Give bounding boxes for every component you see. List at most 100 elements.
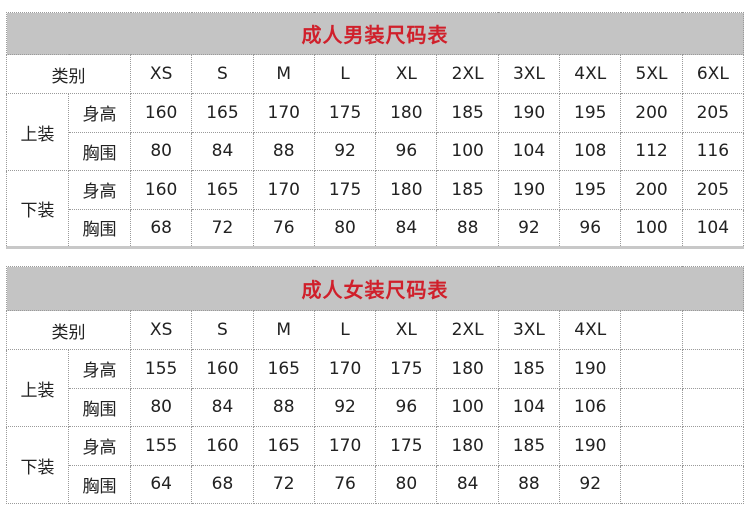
- size-value: 180: [375, 93, 438, 133]
- table-row: 胸围 80 84 88 92 96 100 104 106: [7, 387, 745, 427]
- size-value: 88: [252, 387, 315, 427]
- size-header: 5XL: [620, 54, 683, 94]
- garment-group-label: 上装: [6, 349, 69, 427]
- size-value: 84: [191, 387, 254, 427]
- garment-group-label: 下装: [6, 426, 69, 504]
- table-row: 上装 身高 155 160 165 170 175 180 185 190: [6, 349, 745, 427]
- size-value: 160: [129, 93, 193, 133]
- size-value: 205: [681, 93, 745, 133]
- size-value: 92: [559, 464, 622, 504]
- table-row: 胸围 80 84 88 92 96 100 104 108 112 116: [7, 131, 745, 171]
- size-header: [620, 310, 683, 350]
- size-value: 106: [559, 387, 622, 427]
- size-value: 195: [559, 93, 622, 133]
- size-header: 2XL: [436, 310, 499, 350]
- category-header: 类别: [6, 54, 131, 94]
- size-header: S: [191, 54, 254, 94]
- size-header: M: [252, 310, 315, 350]
- size-value: 170: [313, 426, 377, 466]
- table-row: 上装 身高 160 165 170 175 180 185 190 195 200 205: [6, 93, 745, 171]
- size-header: S: [191, 310, 254, 350]
- size-value: [620, 464, 683, 504]
- size-value: 80: [129, 387, 193, 427]
- size-value: 84: [191, 131, 254, 171]
- size-header: 6XL: [681, 54, 745, 94]
- size-value: 96: [559, 208, 622, 248]
- size-header: XL: [375, 310, 438, 350]
- size-value: 68: [191, 464, 254, 504]
- size-value: 165: [191, 170, 254, 210]
- size-value: 185: [436, 93, 499, 133]
- size-value: 200: [620, 170, 683, 210]
- measure-label: 身高: [68, 426, 131, 466]
- size-value: 100: [620, 208, 683, 248]
- size-header: L: [313, 310, 377, 350]
- size-value: 155: [129, 349, 193, 389]
- size-value: [620, 349, 683, 389]
- size-value: 100: [436, 131, 499, 171]
- size-value: [681, 464, 745, 504]
- size-header: XS: [129, 310, 193, 350]
- size-value: 104: [497, 131, 561, 171]
- size-value: 96: [375, 131, 438, 171]
- size-value: [620, 387, 683, 427]
- size-value: 104: [681, 208, 745, 248]
- size-value: 92: [313, 387, 377, 427]
- size-value: 195: [559, 170, 622, 210]
- garment-group-label: 上装: [6, 93, 69, 171]
- measure-label: 身高: [68, 349, 131, 389]
- size-value: 80: [375, 464, 438, 504]
- size-value: 180: [375, 170, 438, 210]
- size-value: 170: [252, 170, 315, 210]
- size-value: 165: [252, 426, 315, 466]
- size-value: 170: [313, 349, 377, 389]
- size-value: 116: [681, 131, 745, 171]
- size-value: 180: [436, 349, 499, 389]
- size-header: 4XL: [559, 54, 622, 94]
- table-row: 下装 身高 155 160 165 170 175 180 185 190: [6, 426, 745, 504]
- size-value: 100: [436, 387, 499, 427]
- size-header: [681, 310, 745, 350]
- size-header: 3XL: [497, 310, 561, 350]
- size-value: 190: [559, 349, 622, 389]
- size-value: 104: [497, 387, 561, 427]
- size-value: 175: [313, 170, 377, 210]
- size-value: 88: [252, 131, 315, 171]
- size-header: XL: [375, 54, 438, 94]
- size-value: 84: [375, 208, 438, 248]
- size-header: XS: [129, 54, 193, 94]
- size-value: 84: [436, 464, 499, 504]
- size-header: 4XL: [559, 310, 622, 350]
- table-title: 成人男装尺码表: [6, 12, 744, 55]
- size-value: 190: [497, 93, 561, 133]
- size-value: 76: [252, 208, 315, 248]
- size-header: 2XL: [436, 54, 499, 94]
- size-value: 108: [559, 131, 622, 171]
- size-value: 88: [497, 464, 561, 504]
- measure-label: 胸围: [68, 464, 131, 504]
- size-header: M: [252, 54, 315, 94]
- size-value: 175: [375, 349, 438, 389]
- table-row: 胸围 68 72 76 80 84 88 92 96 100 104: [7, 208, 745, 248]
- size-value: 160: [191, 349, 254, 389]
- size-value: [681, 387, 745, 427]
- size-value: 76: [313, 464, 377, 504]
- measure-label: 胸围: [68, 131, 131, 171]
- size-value: 64: [129, 464, 193, 504]
- measure-label: 胸围: [68, 387, 131, 427]
- garment-group-label: 下装: [6, 170, 69, 248]
- size-value: 96: [375, 387, 438, 427]
- table-row: 胸围 64 68 72 76 80 84 88 92: [7, 464, 745, 504]
- size-value: 175: [375, 426, 438, 466]
- category-header: 类别: [6, 310, 131, 350]
- size-value: 185: [497, 426, 561, 466]
- size-value: 160: [191, 426, 254, 466]
- size-value: 68: [129, 208, 193, 248]
- size-value: 155: [129, 426, 193, 466]
- size-value: 80: [129, 131, 193, 171]
- size-value: 165: [252, 349, 315, 389]
- women-size-table: 成人女装尺码表 类别 XS S M L XL 2XL 3XL 4XL 上装 身高 155 160 165 17…: [6, 266, 745, 504]
- measure-label: 身高: [68, 93, 131, 133]
- size-value: [681, 349, 745, 389]
- size-value: 92: [313, 131, 377, 171]
